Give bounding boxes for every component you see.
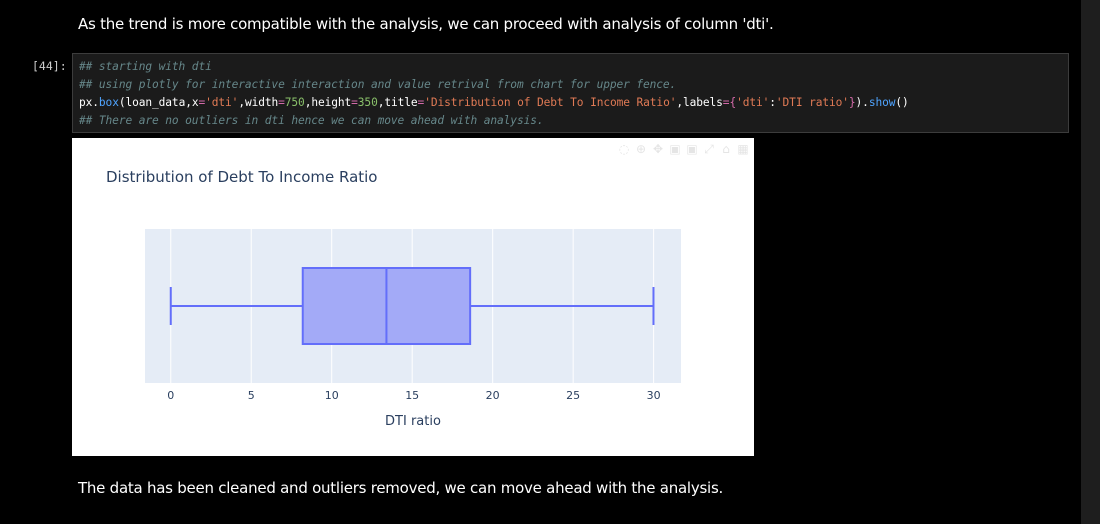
code-token: show [868,96,896,109]
code-token: ). [855,96,869,109]
code-token: = [722,96,730,109]
plotly-modebar[interactable]: ◌ ⊕ ✥ ▣ ▣ ⤢ ⌂ ▦ [617,142,750,156]
code-token: () [895,96,909,109]
box-trace [169,267,655,345]
code-token: px. [79,96,99,109]
x-axis-title: DTI ratio [385,414,441,429]
code-token: { [729,96,737,109]
zoom-out-icon[interactable]: ▣ [686,142,698,156]
code-comment-line: ## There are no outliers in dti hence we… [79,114,544,127]
markdown-text-bottom: The data has been cleaned and outliers r… [78,479,724,497]
plot-output[interactable]: ◌ ⊕ ✥ ▣ ▣ ⤢ ⌂ ▦ Distribution of Debt To … [72,138,754,456]
cell-execution-count: [44]: [32,59,67,73]
x-tick-label: 15 [405,389,419,402]
code-token: 'dti' [205,96,239,109]
code-statement-line: px.box(loan_data,x='dti',width=750,heigh… [79,94,909,112]
code-token: = [417,96,425,109]
code-comment-line: ## starting with dti [79,60,212,73]
x-tick-label: 30 [647,389,661,402]
code-token: : [769,96,776,109]
x-tick-label: 10 [325,389,339,402]
zoom-icon[interactable]: ⊕ [635,142,647,156]
code-token: 'dti' [736,96,770,109]
code-token: = [351,96,358,109]
code-token: 'Distribution of Debt To Income Ratio' [424,96,677,109]
x-tick-label: 20 [486,389,500,402]
code-token: (loan_data,x [118,96,199,109]
code-token: = [278,96,285,109]
reset-axes-icon[interactable]: ⌂ [722,142,730,156]
plotly-logo-icon[interactable]: ▦ [737,142,749,156]
x-tick-label: 5 [248,389,255,402]
camera-icon[interactable]: ◌ [618,142,630,156]
x-tick-label: 0 [167,389,174,402]
code-comment-line: ## using plotly for interactive interact… [79,78,677,91]
code-cell-editor[interactable]: ## starting with dti ## using plotly for… [72,53,1069,133]
code-token: box [98,96,119,109]
box-plot[interactable]: 0 5 10 15 20 25 30 DTI ratio [72,138,754,456]
code-token: 'DTI ratio' [775,96,849,109]
code-token: 750 [284,96,305,109]
code-token: ,height [304,96,352,109]
autoscale-icon[interactable]: ⤢ [704,142,714,156]
code-token: 350 [357,96,378,109]
code-token: ,title [377,96,418,109]
vertical-scrollbar[interactable] [1081,0,1100,524]
code-token: = [198,96,206,109]
x-tick-labels: 0 5 10 15 20 25 30 [167,389,660,402]
pan-icon[interactable]: ✥ [652,142,664,156]
x-tick-label: 25 [566,389,580,402]
code-token: } [848,96,856,109]
zoom-in-icon[interactable]: ▣ [669,142,681,156]
code-token: ,width [238,96,279,109]
code-token: ,labels [676,96,723,109]
markdown-text-top: As the trend is more compatible with the… [78,15,774,33]
chart-title: Distribution of Debt To Income Ratio [106,168,378,186]
